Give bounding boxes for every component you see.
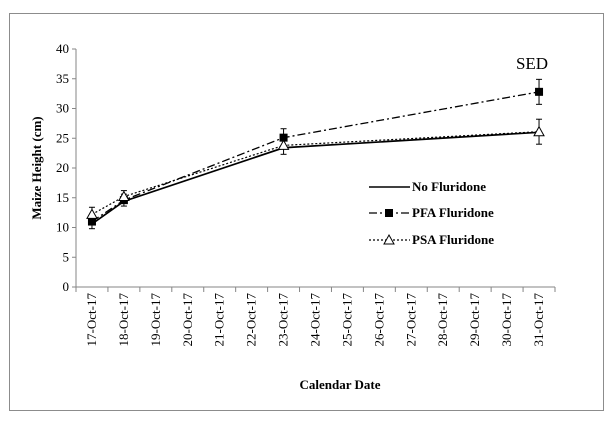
legend-marker-open-triangle <box>383 233 395 245</box>
point-marker-filled-square <box>87 217 96 226</box>
series-line-pfa-fluridone <box>91 91 540 223</box>
x-tick-label: 23-Oct-17 <box>276 293 291 347</box>
legend-item-psa-fluridone: PSA Fluridone <box>369 232 494 247</box>
series-markers <box>86 87 545 226</box>
legend-label-no-fluridone: No Fluridone <box>412 179 486 194</box>
x-tick-label: 22-Oct-17 <box>244 293 259 347</box>
x-tick-label: 27-Oct-17 <box>403 293 418 347</box>
point-marker-open-triangle <box>533 125 545 137</box>
y-tick-label: 5 <box>63 249 70 264</box>
x-tick-label: 31-Oct-17 <box>531 293 546 347</box>
point-marker-open-triangle <box>118 190 130 202</box>
legend-label-psa-fluridone: PSA Fluridone <box>412 232 494 247</box>
y-tick-label: 20 <box>56 160 69 175</box>
point-marker-open-triangle <box>86 208 98 219</box>
legend-label-pfa-fluridone: PFA Fluridone <box>412 205 494 220</box>
x-tick-label: 30-Oct-17 <box>499 293 514 347</box>
y-tick-label: 15 <box>56 190 69 205</box>
y-tick-label: 40 <box>56 41 69 56</box>
x-tick-label: 28-Oct-17 <box>435 293 450 347</box>
x-axis-ticks: 17-Oct-17 18-Oct-17 19-Oct-17 20-Oct-17 21-O… <box>75 287 556 347</box>
axes <box>75 49 555 288</box>
y-tick-label: 30 <box>56 101 69 116</box>
series-line-psa-fluridone <box>91 131 540 215</box>
point-marker-open-triangle <box>277 139 290 150</box>
legend: No Fluridone PFA Fluridone PSA Fluridone <box>369 179 494 247</box>
legend-item-no-fluridone: No Fluridone <box>369 179 486 194</box>
x-tick-label: 25-Oct-17 <box>339 293 354 347</box>
x-tick-label: 18-Oct-17 <box>116 293 131 347</box>
series-lines <box>91 91 540 225</box>
x-axis-title: Calendar Date <box>299 377 380 392</box>
x-tick-label: 26-Oct-17 <box>371 293 386 347</box>
x-tick-label: 20-Oct-17 <box>180 293 195 347</box>
point-marker-filled-square <box>535 87 544 96</box>
point-marker-filled-square <box>279 133 288 142</box>
y-tick-label: 35 <box>56 71 69 86</box>
sed-annotation: SED <box>516 54 548 73</box>
y-axis-ticks: 0 5 10 15 20 25 30 35 40 <box>56 41 76 294</box>
y-tick-label: 0 <box>63 279 70 294</box>
y-tick-label: 25 <box>56 130 69 145</box>
series-line-no-fluridone <box>91 131 540 225</box>
y-axis-title: Maize Height (cm) <box>29 116 44 219</box>
legend-item-pfa-fluridone: PFA Fluridone <box>369 205 494 220</box>
legend-marker-filled-square <box>385 209 393 217</box>
x-tick-label: 19-Oct-17 <box>148 293 163 347</box>
x-tick-label: 29-Oct-17 <box>467 293 482 347</box>
x-tick-label: 21-Oct-17 <box>212 293 227 347</box>
x-tick-label: 24-Oct-17 <box>308 293 323 347</box>
y-tick-label: 10 <box>56 220 69 235</box>
x-tick-label: 17-Oct-17 <box>84 293 99 347</box>
